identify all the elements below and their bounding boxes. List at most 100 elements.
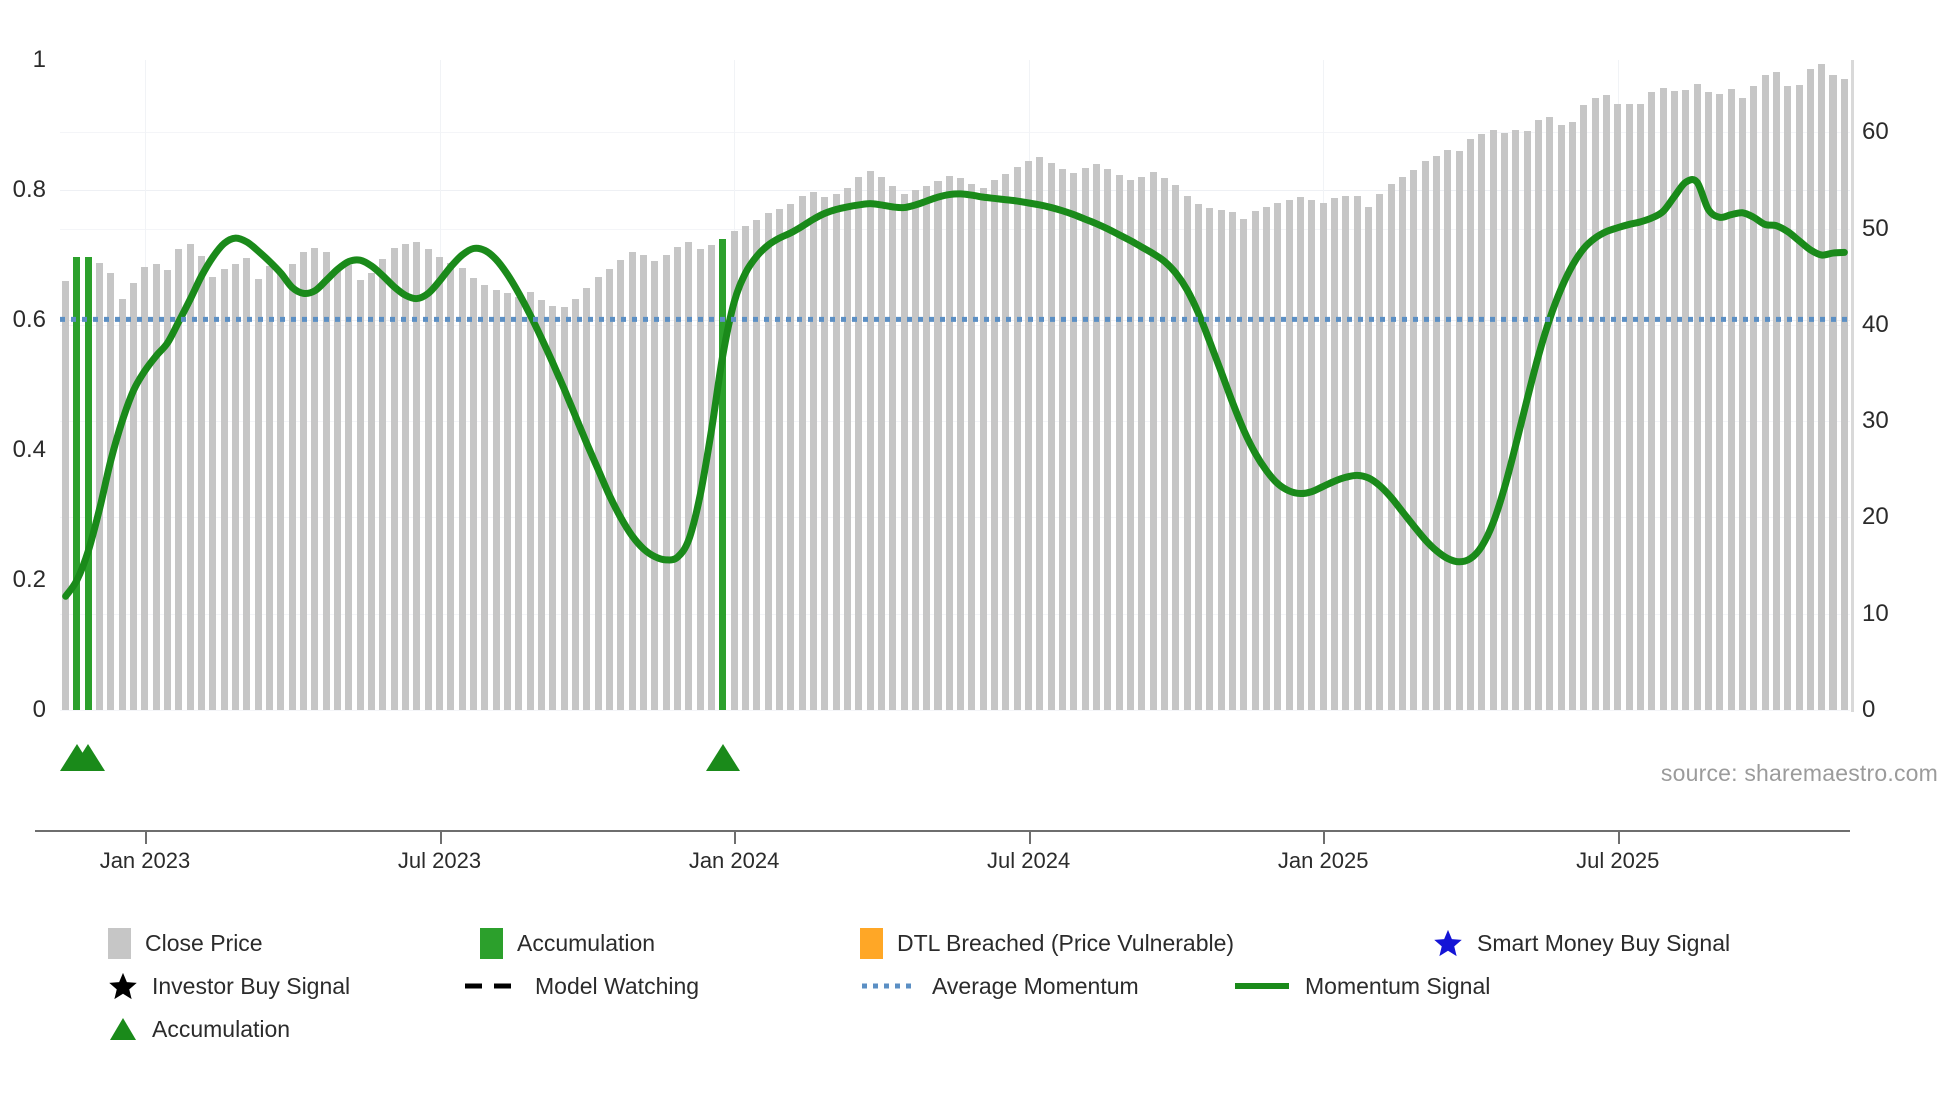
close-price-bar — [492, 290, 500, 710]
close-price-bar — [1036, 157, 1044, 710]
close-price-bar — [413, 242, 421, 710]
close-price-bar — [549, 305, 557, 710]
legend-item-investor-buy-signal[interactable]: Investor Buy Signal — [108, 971, 350, 1001]
close-price-bar — [1149, 171, 1157, 710]
close-price-bar — [991, 180, 999, 710]
close-price-bar — [1795, 85, 1803, 710]
close-price-bar — [1297, 196, 1305, 710]
legend-label: Momentum Signal — [1305, 972, 1491, 999]
x-axis-tick-label: Jul 2025 — [1576, 848, 1660, 873]
close-price-bar — [866, 170, 874, 710]
gridline — [60, 613, 1850, 615]
close-price-bar — [707, 244, 715, 710]
close-price-bar — [1750, 86, 1758, 710]
close-price-bar — [639, 254, 647, 710]
close-price-bar — [152, 264, 160, 710]
legend-item-accumulation-bar[interactable]: Accumulation — [480, 928, 655, 959]
dotted-line-icon — [860, 971, 918, 1001]
close-price-bar — [1161, 178, 1169, 710]
close-price-bar — [118, 298, 126, 710]
close-price-bar — [1342, 195, 1350, 710]
close-price-bar — [934, 181, 942, 710]
close-price-bar — [1104, 168, 1112, 710]
close-price-bar — [1240, 218, 1248, 710]
close-price-bar — [1614, 104, 1622, 710]
close-price-bar — [1308, 199, 1316, 710]
close-price-bar — [809, 191, 817, 710]
close-price-bar — [945, 175, 953, 710]
close-price-bar — [855, 176, 863, 710]
close-price-bar — [311, 247, 319, 710]
close-price-bar — [1455, 151, 1463, 710]
right-axis-spine — [1851, 60, 1854, 712]
accumulation-bar — [719, 239, 727, 710]
close-price-bar — [775, 209, 783, 710]
close-price-bar — [1047, 163, 1055, 710]
close-price-bar — [254, 278, 262, 710]
accumulation-swatch-icon — [480, 928, 503, 959]
legend-item-model-watching[interactable]: Model Watching — [463, 971, 699, 1001]
close-price-bar — [832, 193, 840, 710]
close-price-bar — [1285, 199, 1293, 710]
close-price-bar — [1806, 68, 1814, 710]
close-price-bar — [220, 268, 228, 710]
x-axis-tick-label: Jan 2024 — [688, 848, 780, 873]
gridline — [60, 324, 1850, 326]
left-axis-tick-label: 1 — [32, 46, 46, 73]
x-axis-tick-label: Jan 2025 — [1277, 848, 1369, 873]
close-price-bar — [1398, 176, 1406, 710]
close-price-bar — [436, 257, 444, 710]
close-price-bar — [503, 293, 511, 710]
star-icon — [1433, 928, 1463, 958]
close-price-bar — [1206, 208, 1214, 710]
legend-item-momentum-signal[interactable]: Momentum Signal — [1233, 971, 1490, 1001]
close-price-bar — [1557, 124, 1565, 710]
legend-label: Average Momentum — [932, 972, 1139, 999]
close-price-bar — [821, 196, 829, 710]
close-price-bar — [1568, 121, 1576, 710]
close-price-bar — [1738, 97, 1746, 710]
close-price-bar — [1002, 173, 1010, 710]
star-icon — [108, 971, 138, 1001]
close-price-bar — [787, 204, 795, 710]
close-price-bar — [1217, 210, 1225, 710]
close-price-bar — [1432, 156, 1440, 710]
close-price-bar — [1421, 161, 1429, 710]
legend-label: Accumulation — [152, 1015, 291, 1042]
close-price-bar — [1625, 104, 1633, 710]
close-price-bar — [1489, 130, 1497, 710]
close-price-bar — [209, 276, 217, 710]
close-price-bar — [1365, 207, 1373, 710]
right-axis-tick-label: 0 — [1862, 696, 1876, 723]
close-price-bar — [1466, 138, 1474, 710]
solid-line-icon — [1233, 971, 1291, 1001]
momentum-signal-line — [62, 176, 1848, 600]
accumulation-bar — [73, 257, 81, 710]
close-price-bar — [1704, 91, 1712, 710]
close-price-bar — [130, 283, 138, 710]
right-axis-tick-label: 60 — [1862, 118, 1889, 146]
x-axis-tick-label: Jul 2023 — [397, 848, 482, 873]
close-price-bar — [537, 299, 545, 710]
legend-item-dtl-breached[interactable]: DTL Breached (Price Vulnerable) — [860, 928, 1234, 959]
close-price-bar — [1648, 91, 1656, 710]
close-price-bar — [730, 231, 738, 710]
close-price-bar — [1534, 119, 1542, 710]
legend-item-smart-money-buy-signal[interactable]: Smart Money Buy Signal — [1433, 928, 1730, 958]
triangle-up-icon — [108, 1014, 138, 1044]
close-price-bar — [515, 296, 523, 710]
x-axis-line — [35, 830, 1850, 832]
legend-item-average-momentum[interactable]: Average Momentum — [860, 971, 1139, 1001]
close-price-bar — [685, 242, 693, 710]
close-price-bar — [1818, 63, 1826, 710]
legend-label: Close Price — [145, 930, 263, 956]
close-price-bar — [1602, 94, 1610, 710]
legend-item-accumulation-marker[interactable]: Accumulation — [108, 1014, 290, 1044]
close-price-bar — [1727, 88, 1735, 710]
legend-label: Accumulation — [517, 930, 656, 956]
left-axis-tick-label: 0 — [32, 696, 46, 723]
legend-item-close-price[interactable]: Close Price — [108, 928, 263, 959]
close-price-bar — [164, 269, 172, 710]
gridline — [60, 132, 1850, 134]
